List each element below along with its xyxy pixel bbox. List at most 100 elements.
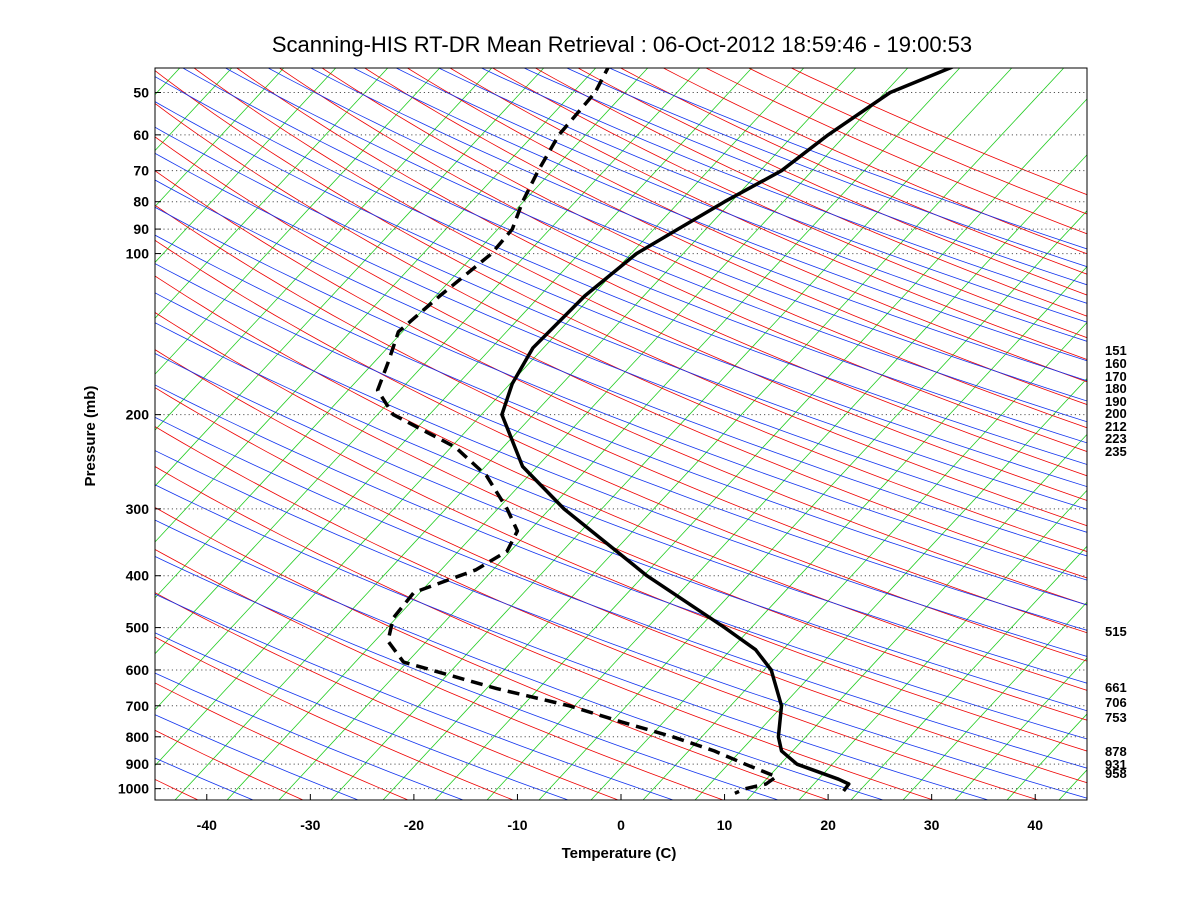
moist-adiabat-line	[155, 757, 254, 800]
right-axis-label: 151	[1105, 343, 1127, 358]
x-axis-label: Temperature (C)	[562, 845, 677, 862]
y-tick-label: 700	[126, 698, 150, 714]
x-tick-label: 40	[1027, 817, 1043, 833]
isotherm-line	[1006, 713, 1087, 800]
moist-adiabat-line	[155, 450, 1087, 799]
y-tick-label: 300	[126, 501, 150, 517]
isotherm-line	[155, 68, 233, 152]
dry-adiabat-line	[748, 68, 1087, 215]
isotherm-line	[155, 68, 701, 655]
y-tick-label: 1000	[118, 781, 149, 797]
x-tick-label: -10	[507, 817, 527, 833]
dry-adiabat-line	[705, 68, 1087, 235]
profiles	[375, 68, 955, 795]
isotherm-line	[155, 68, 753, 711]
x-tick-label: -40	[197, 817, 217, 833]
reference-lines	[0, 68, 1087, 800]
moist-adiabat-line	[353, 68, 1087, 362]
right-axis-label: 200	[1105, 406, 1127, 421]
isotherm-line	[590, 266, 1087, 800]
y-tick-label: 100	[126, 246, 150, 262]
x-tick-label: 0	[617, 817, 625, 833]
isotherm-line	[155, 68, 285, 208]
dry-adiabat-line	[155, 387, 1087, 784]
pressure-grid	[155, 91, 1087, 790]
isotherm-line	[155, 68, 493, 431]
dry-adiabat-line	[155, 70, 1087, 527]
right-axis-label: 235	[1105, 444, 1127, 459]
moist-adiabat-line	[155, 484, 989, 800]
isotherm-line	[155, 68, 441, 375]
isotherm-line	[330, 68, 1013, 800]
dry-adiabat-line	[155, 506, 829, 800]
dry-adiabat-line	[155, 204, 1087, 634]
x-tick-label: 20	[820, 817, 836, 833]
moist-adiabat-line	[155, 179, 1087, 557]
dry-adiabat-line	[155, 778, 199, 800]
isotherm-line	[902, 601, 1087, 800]
x-axis-ticks: -40 -30 -20 -10 0 10 20 30 40	[197, 794, 1043, 833]
dry-adiabat-line	[155, 136, 1087, 579]
isotherm-line	[694, 377, 1087, 800]
moist-adiabat-line	[155, 263, 1087, 631]
y-tick-label: 500	[126, 620, 150, 636]
dry-adiabat-line	[449, 68, 1087, 360]
dry-adiabat-line	[155, 170, 1087, 606]
isotherm-line	[0, 68, 76, 800]
right-axis-label: 706	[1105, 695, 1127, 710]
x-tick-label: -20	[404, 817, 424, 833]
moist-adiabat-line	[155, 101, 1087, 488]
y-tick-label: 90	[133, 221, 149, 237]
dry-adiabat-line	[155, 636, 514, 800]
isotherm-line	[850, 545, 1087, 800]
moist-adiabat-line	[481, 68, 1087, 304]
dry-adiabat-line	[492, 68, 1087, 339]
moist-adiabat-line	[438, 68, 1087, 323]
right-axis-label: 223	[1105, 431, 1127, 446]
dry-adiabat-line	[663, 68, 1087, 255]
moist-adiabat-line	[310, 68, 1087, 382]
dry-adiabat-line	[155, 239, 1087, 662]
moist-adiabat-line	[155, 519, 884, 800]
moist-adiabat-line	[155, 76, 1087, 465]
right-axis-label: 931	[1105, 757, 1127, 772]
moist-adiabat-line	[182, 68, 1087, 444]
x-tick-label: 10	[717, 817, 733, 833]
isotherm-line	[538, 210, 1087, 800]
dry-adiabat-line	[155, 729, 304, 800]
moist-adiabat-line	[155, 292, 1087, 657]
isotherm-line	[434, 98, 1087, 800]
dry-adiabat-line	[155, 592, 619, 800]
right-axis-label: 212	[1105, 419, 1127, 434]
dry-adiabat-line	[577, 68, 1087, 296]
dry-adiabat-line	[155, 275, 1087, 691]
y-tick-label: 70	[133, 163, 149, 179]
y-tick-label: 800	[126, 729, 150, 745]
moist-adiabat-line	[155, 234, 1087, 606]
isotherm-line	[798, 489, 1087, 800]
right-axis-label: 661	[1105, 680, 1127, 695]
moist-adiabat-line	[155, 384, 1087, 740]
dry-adiabat-line	[279, 68, 1087, 452]
dry-adiabat-line	[155, 548, 724, 800]
isotherm-line	[155, 68, 389, 319]
dry-adiabat-line	[236, 68, 1087, 477]
chart-title: Scanning-HIS RT-DR Mean Retrieval : 06-O…	[272, 32, 972, 57]
y-tick-label: 200	[126, 407, 150, 423]
moist-adiabat-line	[155, 322, 1087, 684]
y-tick-label: 60	[133, 127, 149, 143]
dry-adiabat-line	[155, 426, 1039, 800]
right-axis-label: 180	[1105, 381, 1127, 396]
moist-adiabat-line	[396, 68, 1087, 342]
y-tick-label: 400	[126, 568, 150, 584]
isotherm-line	[155, 68, 649, 599]
x-tick-label: -30	[300, 817, 320, 833]
dry-adiabat-line	[535, 68, 1087, 317]
isotherm-line	[0, 68, 128, 800]
isotherm-line	[1058, 769, 1087, 800]
right-axis-label: 515	[1105, 624, 1127, 639]
moist-adiabat-line	[523, 68, 1087, 286]
dry-adiabat-line	[364, 68, 1087, 406]
isotherm-line	[278, 68, 961, 800]
dry-adiabat-line	[193, 68, 1087, 501]
